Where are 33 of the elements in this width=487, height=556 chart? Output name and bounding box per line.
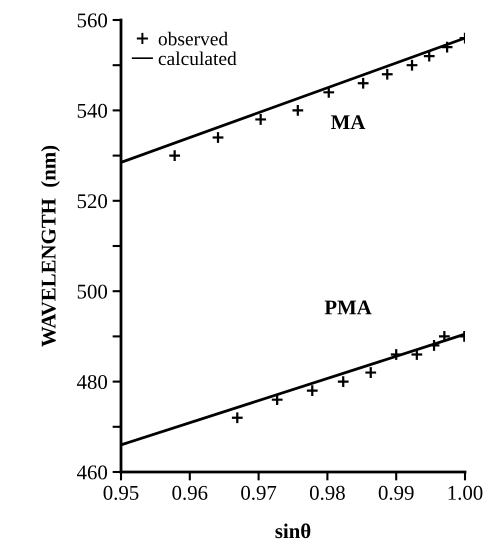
point	[390, 348, 403, 361]
point	[364, 366, 378, 380]
y-tick-label: 500	[78, 284, 108, 299]
point	[380, 68, 394, 81]
point	[254, 112, 268, 126]
y-tick-label: 560	[78, 13, 108, 28]
x-tick-label: 0.99	[378, 486, 414, 500]
y-tick-label: 540	[78, 104, 108, 118]
y-tick-label: 460	[76, 465, 108, 480]
annotation: PMA	[324, 300, 372, 314]
x-tick-label: 0.98	[310, 486, 345, 500]
point	[291, 104, 304, 117]
point	[336, 375, 350, 388]
y-tick-label: 520	[78, 194, 108, 208]
point	[356, 76, 370, 90]
legend-label: calculated	[158, 51, 237, 66]
point	[440, 40, 454, 54]
x-tick-label: 0.96	[172, 486, 208, 500]
point	[306, 384, 319, 398]
x-axis-title: sinθ	[275, 523, 310, 538]
point	[168, 149, 182, 162]
x-tick-label: 0.95	[104, 486, 138, 500]
point	[438, 330, 451, 343]
x-tick-label: 1.00	[448, 486, 482, 500]
annotation: MA	[331, 115, 366, 129]
x-tick-label: 0.97	[241, 486, 276, 500]
y-tick-label: 480	[76, 374, 108, 390]
point	[428, 338, 441, 352]
point	[406, 58, 419, 72]
legend-label: observed	[158, 32, 228, 46]
y-axis-title: WAVELENGTH (nm)	[40, 146, 60, 347]
point	[230, 411, 244, 424]
point	[212, 131, 224, 144]
